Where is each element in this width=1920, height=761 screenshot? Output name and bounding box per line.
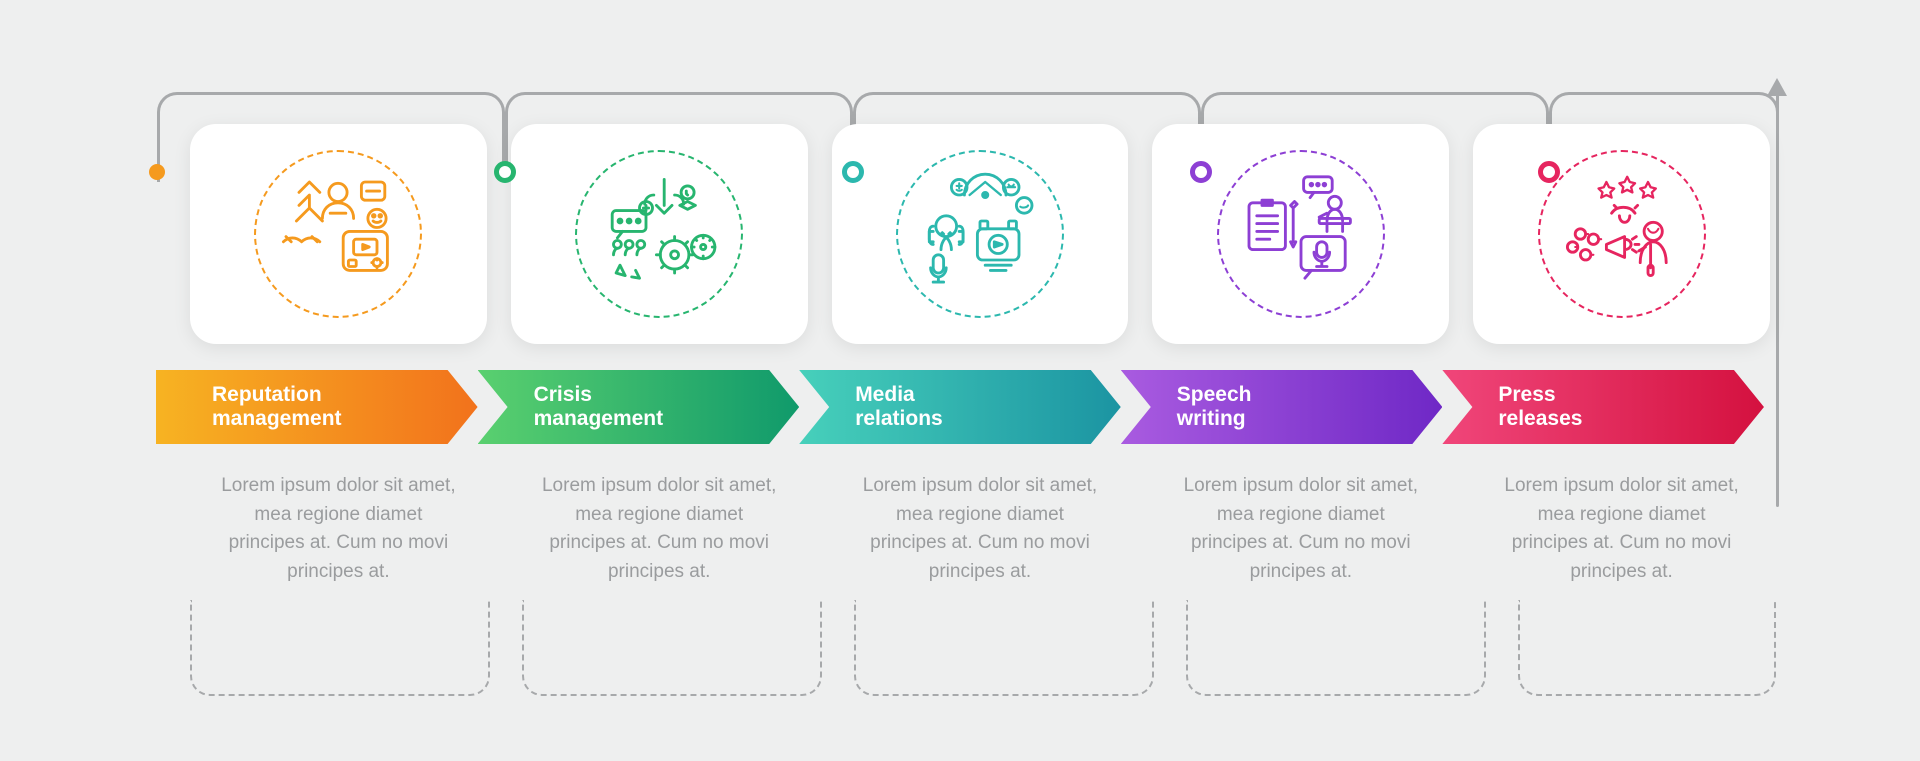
speech-icon: [1236, 169, 1366, 299]
bottom-connector-5: [1518, 600, 1776, 696]
arrow-reputation: Reputationmanagement: [156, 370, 478, 444]
circle-speech: [1217, 150, 1385, 318]
bottom-connector-2: [522, 600, 822, 696]
bottom-connector-4: [1186, 600, 1486, 696]
arrow-label: Speechwriting: [1177, 383, 1252, 431]
circle-reputation: [254, 150, 422, 318]
arrow-press: Pressreleases: [1442, 370, 1764, 444]
arrow-media: Mediarelations: [799, 370, 1121, 444]
body-press: Lorem ipsum dolor sit amet, mea regione …: [1473, 458, 1770, 600]
cards-row: [190, 124, 1770, 344]
arrow-label: Crisismanagement: [534, 383, 664, 431]
arrow-label: Pressreleases: [1498, 383, 1582, 431]
reputation-icon: [273, 169, 403, 299]
arrow-label: Mediarelations: [855, 383, 943, 431]
body-media: Lorem ipsum dolor sit amet, mea regione …: [832, 458, 1129, 600]
bottom-connector-1: [190, 600, 490, 696]
dot-2: [842, 161, 864, 183]
body-crisis: Lorem ipsum dolor sit amet, mea regione …: [511, 458, 808, 600]
dot-1: [494, 161, 516, 183]
card-reputation: [190, 124, 487, 344]
circle-crisis: [575, 150, 743, 318]
card-media: [832, 124, 1129, 344]
press-icon: [1557, 169, 1687, 299]
body-reputation: Lorem ipsum dolor sit amet, mea regione …: [190, 458, 487, 600]
end-arrowhead-icon: [1767, 78, 1787, 96]
end-vertical-line: [1776, 92, 1779, 507]
crisis-icon: [594, 169, 724, 299]
arrow-label: Reputationmanagement: [212, 383, 342, 431]
circle-press: [1538, 150, 1706, 318]
infographic-stage: Reputationmanagement Crisismanagement Me…: [90, 60, 1830, 721]
arrow-crisis: Crisismanagement: [478, 370, 800, 444]
card-crisis: [511, 124, 808, 344]
dot-3: [1190, 161, 1212, 183]
circle-media: [896, 150, 1064, 318]
bottom-connector-3: [854, 600, 1154, 696]
media-icon: [915, 169, 1045, 299]
dot-start: [149, 164, 165, 180]
body-speech: Lorem ipsum dolor sit amet, mea regione …: [1152, 458, 1449, 600]
arrow-row: Reputationmanagement Crisismanagement Me…: [156, 370, 1764, 444]
body-text-row: Lorem ipsum dolor sit amet, mea regione …: [190, 458, 1770, 600]
arrow-speech: Speechwriting: [1121, 370, 1443, 444]
dot-4: [1538, 161, 1560, 183]
card-speech: [1152, 124, 1449, 344]
card-press: [1473, 124, 1770, 344]
